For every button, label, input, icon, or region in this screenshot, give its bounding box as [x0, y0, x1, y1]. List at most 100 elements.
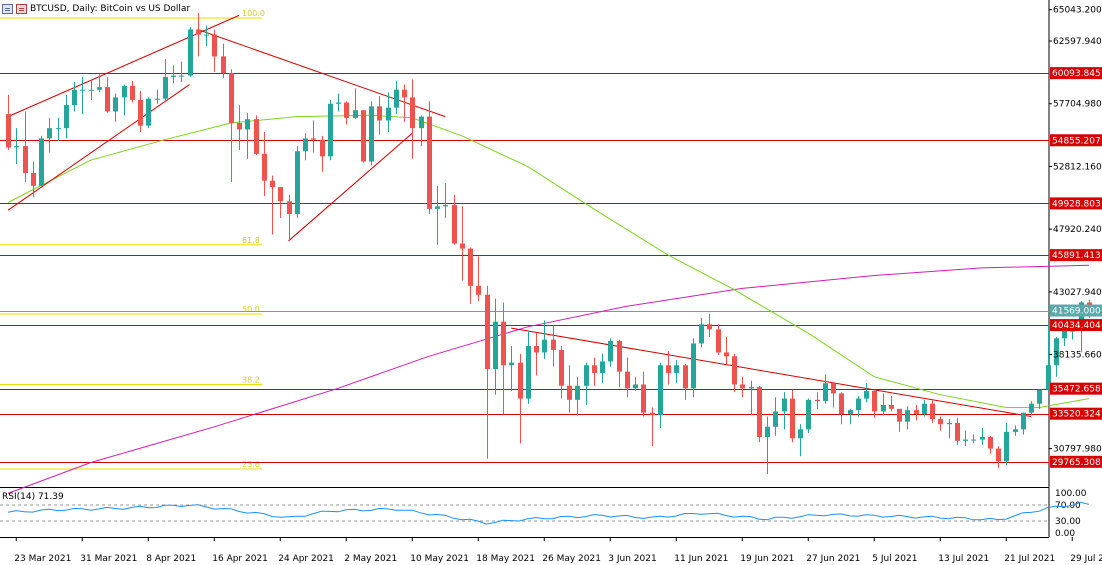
candle-body [740, 384, 745, 389]
time-tick-label: 13 Jul 2021 [938, 554, 989, 564]
candle-body [435, 206, 440, 209]
price-tick-label: 47920.240 [1053, 225, 1102, 235]
candle-body [386, 107, 391, 121]
candle-body [221, 56, 226, 74]
candle-body [988, 437, 993, 449]
candle-body [138, 99, 143, 126]
time-tick-label: 10 May 2021 [410, 554, 469, 564]
candle-body [353, 110, 358, 118]
level-price-tag-bg [1050, 382, 1102, 395]
level-price-tag: 54855.207 [1052, 136, 1101, 146]
level-price-tag: 49928.803 [1052, 199, 1101, 209]
candle-body [1054, 338, 1059, 366]
candle-body [790, 398, 795, 439]
level-price-tag: 60093.845 [1052, 69, 1101, 79]
price-tick-label: 30797.980 [1053, 445, 1102, 455]
candle-body [501, 321, 506, 366]
price-tick-label: 57704.980 [1053, 100, 1102, 110]
candle-body [443, 205, 448, 207]
candle-body [229, 73, 234, 124]
candle-body [377, 106, 382, 121]
time-tick-label: 23 Mar 2021 [14, 554, 71, 564]
time-tick-label: 18 May 2021 [476, 554, 535, 564]
candle-body [1004, 431, 1009, 462]
rsi-tick-label: 0.00 [1055, 529, 1075, 539]
moving-averages [7, 114, 1089, 494]
candle-body [47, 128, 52, 139]
candle-body [97, 87, 102, 90]
candle-body [666, 365, 671, 373]
candle-body [551, 339, 556, 350]
current-price-tag: 41569.000 [1052, 307, 1101, 317]
time-tick-label: 5 Jul 2021 [872, 554, 917, 564]
candle-body [971, 439, 976, 441]
time-axis: 23 Mar 2021 31 Mar 2021 8 Apr 2021 16 Apr 2… [14, 537, 1102, 564]
candle-body [542, 339, 547, 353]
candle-body [155, 98, 160, 100]
time-tick-label: 3 Jun 2021 [608, 554, 656, 564]
candle-body [105, 87, 110, 112]
candle-body [509, 362, 514, 366]
candle-body [658, 365, 663, 416]
candle-body [1037, 389, 1042, 404]
candle-body [171, 75, 176, 77]
candle-body [344, 102, 349, 118]
candle-body [245, 119, 250, 130]
candle-body [823, 383, 828, 402]
level-price-tag: 33520.324 [1052, 410, 1101, 420]
candle-body [592, 365, 597, 373]
time-tick-label: 26 May 2021 [542, 554, 601, 564]
candle-body [815, 399, 820, 402]
trendlines [7, 14, 1032, 418]
trendline [7, 84, 190, 211]
candle-body [881, 404, 886, 412]
candle-body [163, 76, 168, 99]
candle-body [938, 419, 943, 425]
time-tick-label: 16 Apr 2021 [212, 554, 268, 564]
level-price-tag-bg [1050, 197, 1102, 210]
candle-body [394, 89, 399, 108]
chart-window-icon[interactable] [16, 4, 27, 14]
time-tick-label: 21 Jul 2021 [1004, 554, 1055, 564]
price-tick-label: 65043.200 [1053, 6, 1102, 16]
candle-body [56, 128, 61, 130]
time-tick-label: 24 Apr 2021 [278, 554, 334, 564]
level-price-tag-bg [1050, 134, 1102, 147]
level-price-tag: 45891.413 [1052, 251, 1101, 261]
candle-body [361, 110, 366, 162]
level-price-tag-bg [1050, 455, 1102, 468]
fib-level-label: 100.0 [242, 9, 265, 18]
candle-body [600, 361, 605, 373]
level-price-tag-bg [1050, 407, 1102, 420]
chart-title: BTCUSD, Daily: BitCoin vs US Dollar [30, 4, 191, 14]
candle-body [1021, 412, 1026, 430]
candle-body [485, 294, 490, 370]
candle-body [113, 97, 118, 112]
chart-window-icon[interactable] [2, 4, 13, 14]
time-tick-label: 31 Mar 2021 [80, 554, 137, 564]
candle-body [716, 329, 721, 353]
candle-body [683, 365, 688, 389]
candle-body [476, 285, 481, 295]
candle-body [1062, 330, 1067, 339]
time-tick-label: 19 Jun 2021 [740, 554, 794, 564]
candle-body [922, 403, 927, 414]
candle-body [650, 412, 655, 416]
candle-body [518, 362, 523, 399]
candle-body [287, 201, 292, 215]
candle-body [122, 85, 127, 98]
candle-body [691, 343, 696, 389]
fib-level-label: 61.8 [242, 236, 260, 245]
candle-body [889, 404, 894, 409]
candle-body [419, 116, 424, 129]
candle-body [897, 408, 902, 422]
candle-body [23, 146, 28, 174]
candle-body [757, 387, 762, 438]
time-tick-label: 29 Jul 2021 [1070, 554, 1102, 564]
level-price-tag-bg [1050, 67, 1102, 80]
candle-body [188, 29, 193, 76]
candle-body [856, 398, 861, 411]
candlesticks [6, 12, 1092, 475]
time-tick-label: 8 Apr 2021 [146, 554, 196, 564]
